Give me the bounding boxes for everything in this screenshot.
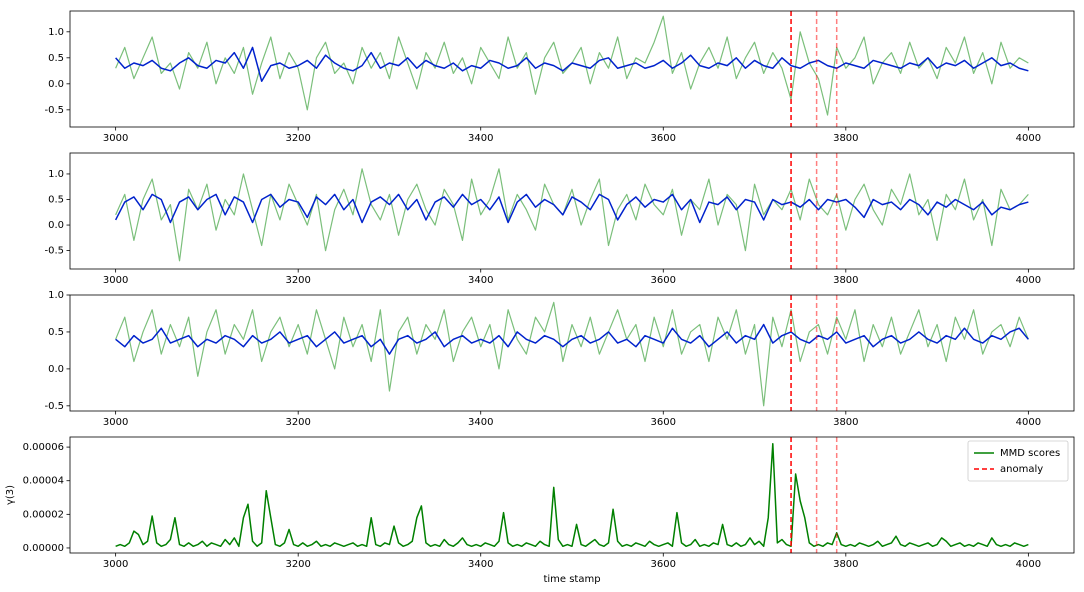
y-tick-label: 0.00002: [23, 509, 64, 520]
series-line: [115, 46, 1029, 82]
x-tick-label: 3400: [468, 559, 493, 570]
x-tick-label: 3800: [833, 275, 858, 286]
y-tick-label: 0.00000: [23, 543, 64, 554]
y-tick-label: -0.5: [44, 246, 64, 257]
x-tick-label: 4000: [1016, 275, 1041, 286]
y-tick-label: 0.0: [48, 220, 64, 231]
y-axis-label: γ(3): [5, 485, 16, 505]
x-tick-label: 3200: [285, 559, 310, 570]
x-tick-label: 3400: [468, 417, 493, 428]
plot-area: [115, 295, 1029, 411]
x-tick-label: 3400: [468, 133, 493, 144]
y-tick-label: 0.5: [48, 195, 64, 206]
y-tick-label: 0.5: [48, 327, 64, 338]
y-tick-label: 0.00006: [23, 442, 64, 453]
plot-area: [115, 11, 1029, 127]
x-tick-label: 3400: [468, 275, 493, 286]
y-tick-label: 1.0: [48, 27, 64, 38]
y-tick-label: 0.00004: [23, 476, 64, 487]
x-tick-label: 3000: [103, 559, 128, 570]
x-tick-label: 4000: [1016, 417, 1041, 428]
y-tick-label: 0.0: [48, 364, 64, 375]
series-line: [115, 168, 1029, 262]
axes-frame: [69, 294, 1075, 412]
x-tick-label: 3000: [103, 275, 128, 286]
y-tick-label: 0.5: [48, 53, 64, 64]
x-tick-label: 3600: [651, 559, 676, 570]
subplot: 3000 3200 3400 3600 3800 4000 -0.5 0.0 0.5 1.0: [44, 10, 1075, 144]
y-tick-label: 0.0: [48, 79, 64, 90]
x-tick-label: 3800: [833, 133, 858, 144]
x-tick-label: 3000: [103, 133, 128, 144]
legend-box: [967, 440, 1069, 482]
plot-area: [115, 437, 1029, 553]
y-tick-label: -0.5: [44, 401, 64, 412]
x-tick-label: 4000: [1016, 559, 1041, 570]
axes-frame: [69, 152, 1075, 270]
series-line: [115, 323, 1029, 355]
axes-frame: [69, 436, 1075, 554]
x-axis-label: time stamp: [543, 574, 600, 585]
x-tick-label: 3800: [833, 417, 858, 428]
x-tick-label: 3800: [833, 559, 858, 570]
x-tick-label: 3000: [103, 417, 128, 428]
subplot: 3000 3200 3400 3600 3800 4000 -0.5 0.0 0.5 1.0: [44, 152, 1075, 286]
legend-label: MMD scores: [1000, 448, 1060, 459]
series-line: [115, 301, 1029, 407]
y-tick-label: 1.0: [48, 169, 64, 180]
series-line: [114, 193, 1029, 224]
subplot: 3000 3200 3400 3600 3800 4000 0.00000 0.00002 0.…: [5, 436, 1075, 585]
x-tick-label: 3600: [651, 275, 676, 286]
x-tick-label: 4000: [1016, 133, 1041, 144]
x-tick-label: 3600: [651, 133, 676, 144]
legend: MMD scores anomaly: [967, 440, 1069, 482]
subplot: 3000 3200 3400 3600 3800 4000 -0.5 0.0 0.5 1.0: [44, 290, 1075, 428]
axes-frame: [69, 10, 1075, 128]
series-line: [115, 442, 1029, 548]
y-tick-label: 1.0: [48, 290, 64, 301]
legend-label: anomaly: [1000, 464, 1043, 475]
x-tick-label: 3200: [285, 275, 310, 286]
x-tick-label: 3600: [651, 417, 676, 428]
x-tick-label: 3200: [285, 417, 310, 428]
y-tick-label: -0.5: [44, 105, 64, 116]
x-tick-label: 3200: [285, 133, 310, 144]
plot-area: [114, 153, 1029, 269]
